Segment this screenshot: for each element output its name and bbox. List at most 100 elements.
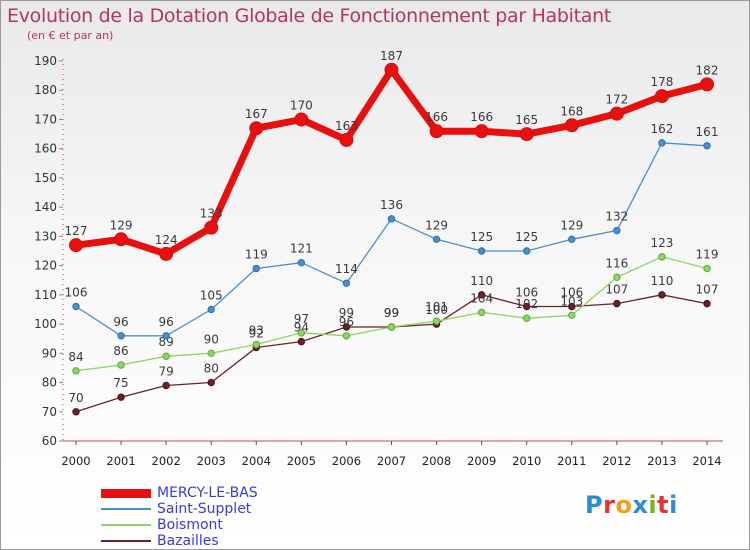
y-tick-label: 140 (34, 200, 57, 214)
y-tick-label: 170 (34, 112, 57, 126)
data-point (474, 124, 489, 139)
data-point (207, 305, 215, 314)
data-label: 114 (335, 262, 358, 276)
data-point (523, 302, 531, 311)
data-label: 104 (470, 291, 493, 305)
legend-label: MERCY-LE-BAS (157, 485, 258, 501)
legend-swatch (101, 488, 151, 498)
data-point (477, 247, 486, 255)
data-point (568, 311, 576, 320)
data-point (609, 106, 624, 121)
data-point (523, 247, 531, 255)
data-point (432, 317, 441, 325)
data-point (703, 264, 711, 273)
data-label: 129 (425, 218, 448, 232)
x-tick-label: 2003 (197, 454, 226, 468)
data-label: 97 (294, 312, 309, 326)
y-tick-label: 70 (42, 405, 57, 419)
data-point (297, 258, 306, 267)
data-label: 129 (110, 218, 133, 232)
logo-letter: x (632, 491, 649, 519)
data-point (162, 381, 170, 390)
data-label: 161 (696, 125, 719, 139)
data-label: 119 (696, 248, 719, 262)
series-saint-supplet: 106 96 96 105 119 121 114 136 129 125 125 129 132 162… (65, 122, 719, 340)
data-point (564, 118, 579, 133)
y-tick-label: 160 (34, 142, 57, 156)
logo-letter: t (657, 491, 670, 519)
data-label: 182 (696, 63, 719, 77)
data-label: 110 (650, 274, 673, 288)
data-point (700, 77, 714, 92)
data-point (117, 332, 125, 340)
data-label: 102 (515, 297, 538, 311)
data-label: 167 (245, 107, 268, 121)
data-label: 110 (470, 274, 493, 288)
data-point (69, 238, 83, 253)
data-point (342, 323, 351, 331)
data-point (654, 89, 669, 104)
data-label: 107 (605, 283, 628, 297)
data-point (252, 264, 260, 273)
data-label: 125 (515, 230, 538, 244)
logo-letter: i (648, 491, 658, 519)
data-label: 127 (65, 224, 88, 238)
x-tick-label: 2007 (377, 454, 406, 468)
data-point (249, 121, 264, 136)
data-label: 170 (290, 98, 313, 112)
data-point (658, 253, 666, 261)
data-point (432, 235, 441, 244)
y-tick-label: 130 (34, 229, 57, 243)
data-label: 133 (200, 207, 223, 221)
data-point (387, 323, 396, 331)
data-label: 75 (113, 376, 128, 390)
data-label: 166 (470, 110, 493, 124)
data-point (252, 340, 260, 349)
legend-item: Boismont (101, 517, 258, 533)
chart-subtitle: (en € et par an) (27, 29, 114, 42)
data-label: 70 (68, 391, 83, 405)
data-point (387, 215, 396, 223)
data-label: 105 (200, 288, 223, 302)
data-point (339, 132, 354, 147)
data-label: 90 (204, 332, 219, 346)
data-label: 84 (68, 350, 83, 364)
legend-label: Saint-Supplet (157, 501, 252, 517)
data-label: 129 (560, 218, 583, 232)
data-label: 116 (605, 256, 628, 270)
legend-label: Bazailles (157, 533, 219, 549)
data-label: 107 (696, 283, 719, 297)
data-point (297, 337, 306, 346)
data-point (114, 232, 129, 247)
chart-legend: MERCY-LE-BAS Saint-Supplet Boismont Bazaill… (101, 485, 258, 549)
data-point (613, 299, 621, 308)
data-label: 163 (335, 119, 358, 133)
data-point (519, 127, 534, 142)
legend-swatch (101, 508, 151, 510)
data-label: 100 (425, 303, 448, 317)
data-label: 132 (605, 210, 628, 224)
data-label: 79 (159, 364, 174, 378)
x-tick-label: 2000 (61, 454, 90, 468)
data-label: 165 (515, 113, 538, 127)
data-label: 121 (290, 242, 313, 256)
proxiti-logo: Proxiti (585, 491, 678, 519)
logo-letter: P (585, 491, 604, 519)
data-label: 106 (515, 286, 538, 300)
x-tick-label: 2001 (106, 454, 135, 468)
data-point (117, 361, 125, 369)
data-point (162, 352, 170, 360)
data-point (342, 279, 351, 287)
data-point (204, 220, 219, 235)
legend-item: Bazailles (101, 533, 258, 549)
data-point (384, 62, 399, 77)
data-point (72, 302, 80, 311)
legend-item: MERCY-LE-BAS (101, 485, 258, 501)
chart-title: Evolution de la Dotation Globale de Fonc… (7, 5, 612, 27)
data-label: 166 (425, 110, 448, 124)
y-tick-label: 180 (34, 83, 57, 97)
data-point (297, 329, 306, 337)
data-label: 119 (245, 248, 268, 262)
